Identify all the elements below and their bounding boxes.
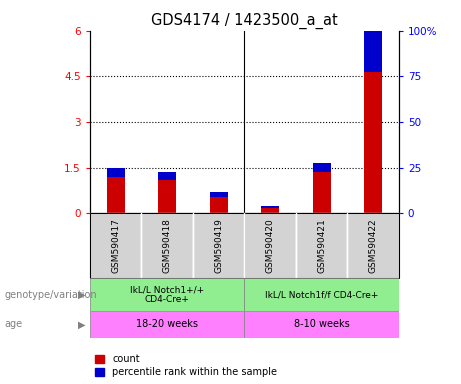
Text: 18-20 weeks: 18-20 weeks — [136, 319, 198, 329]
Bar — [106, 177, 124, 213]
Bar — [244, 213, 296, 278]
Bar — [158, 172, 176, 180]
Text: IkL/L Notch1+/+
CD4-Cre+: IkL/L Notch1+/+ CD4-Cre+ — [130, 285, 204, 305]
Text: ▶: ▶ — [78, 319, 85, 329]
Text: age: age — [5, 319, 23, 329]
Text: IkL/L Notch1f/f CD4-Cre+: IkL/L Notch1f/f CD4-Cre+ — [265, 290, 378, 299]
Bar — [313, 163, 331, 172]
Bar — [90, 213, 142, 278]
Bar — [210, 197, 228, 213]
Legend: count, percentile rank within the sample: count, percentile rank within the sample — [95, 354, 277, 377]
Bar — [210, 192, 228, 197]
Bar — [158, 180, 176, 213]
Text: GSM590418: GSM590418 — [163, 218, 171, 273]
Text: GSM590422: GSM590422 — [368, 218, 378, 273]
Text: GSM590417: GSM590417 — [111, 218, 120, 273]
Bar — [90, 278, 244, 311]
Bar — [364, 72, 382, 213]
Text: GSM590420: GSM590420 — [266, 218, 275, 273]
Title: GDS4174 / 1423500_a_at: GDS4174 / 1423500_a_at — [151, 13, 338, 29]
Text: 8-10 weeks: 8-10 weeks — [294, 319, 349, 329]
Bar — [244, 311, 399, 338]
Text: GSM590419: GSM590419 — [214, 218, 223, 273]
Bar — [261, 205, 279, 208]
Bar — [347, 213, 399, 278]
Bar — [106, 169, 124, 177]
Bar — [261, 208, 279, 213]
Text: genotype/variation: genotype/variation — [5, 290, 97, 300]
Bar — [193, 213, 244, 278]
Bar — [296, 213, 347, 278]
Bar — [313, 172, 331, 213]
Bar — [244, 278, 399, 311]
Text: GSM590421: GSM590421 — [317, 218, 326, 273]
Text: ▶: ▶ — [78, 290, 85, 300]
Bar — [142, 213, 193, 278]
Bar — [90, 311, 244, 338]
Bar — [364, 23, 382, 72]
